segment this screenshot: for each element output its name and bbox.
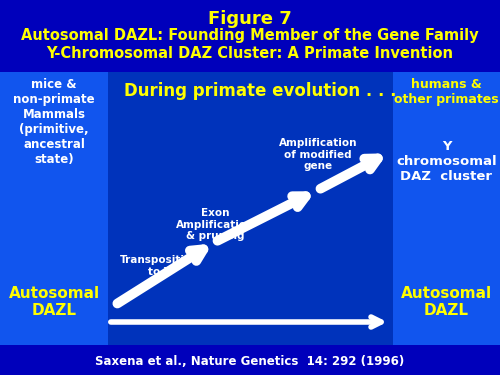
- Text: Transposition
to Y: Transposition to Y: [120, 255, 200, 277]
- Bar: [393, 72, 500, 345]
- Text: Figure 7: Figure 7: [208, 10, 292, 28]
- Text: mice &
non-primate
Mammals
(primitive,
ancestral
state): mice & non-primate Mammals (primitive, a…: [13, 78, 95, 166]
- Bar: [0, 72, 500, 345]
- Text: Saxena et al., Nature Genetics  14: 292 (1996): Saxena et al., Nature Genetics 14: 292 (…: [96, 355, 405, 368]
- FancyArrowPatch shape: [320, 158, 378, 189]
- FancyArrowPatch shape: [111, 317, 381, 327]
- Text: Exon
Amplification
& pruning: Exon Amplification & pruning: [176, 208, 254, 241]
- Text: Autosomal
DAZL: Autosomal DAZL: [8, 286, 100, 318]
- Text: Autosomal DAZL: Founding Member of the Gene Family: Autosomal DAZL: Founding Member of the G…: [21, 28, 479, 43]
- Text: During primate evolution . . .: During primate evolution . . .: [124, 82, 396, 100]
- Text: Y-Chromosomal DAZ Cluster: A Primate Invention: Y-Chromosomal DAZ Cluster: A Primate Inv…: [46, 46, 454, 61]
- Text: humans &
other primates: humans & other primates: [394, 78, 499, 106]
- Text: Autosomal
DAZL: Autosomal DAZL: [401, 286, 492, 318]
- Text: Amplification
of modified
gene: Amplification of modified gene: [279, 138, 357, 171]
- Text: Y
chromosomal
DAZ  cluster: Y chromosomal DAZ cluster: [396, 140, 497, 183]
- FancyArrowPatch shape: [218, 196, 306, 241]
- FancyArrowPatch shape: [118, 249, 204, 303]
- Bar: [0, 72, 108, 345]
